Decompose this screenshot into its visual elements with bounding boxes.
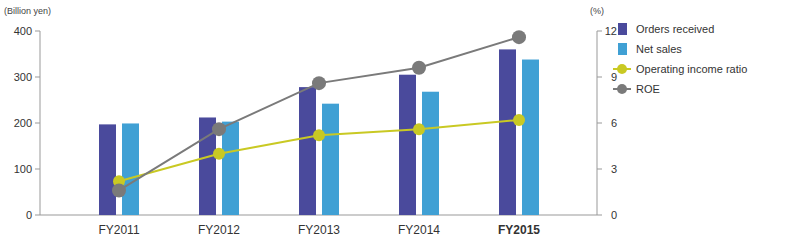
y-tick-label: 0: [26, 209, 32, 221]
y2-tick-label: 6: [611, 117, 617, 129]
y2-tick: [597, 77, 602, 78]
line-marker: [313, 129, 325, 141]
line-marker: [413, 123, 425, 135]
bar: [99, 124, 116, 215]
chart-container: (Billion yen) (%) 0 100 200 300 400 0 3 6 9 12 FY201…: [0, 0, 798, 240]
legend-swatch: [617, 84, 627, 94]
y2-tick: [597, 215, 602, 216]
line-marker: [513, 114, 525, 126]
line-marker: [212, 122, 226, 136]
legend-swatch: [618, 23, 627, 35]
y-tick: [35, 169, 40, 170]
bar: [122, 123, 139, 215]
y-tick-label: 400: [14, 25, 32, 37]
line-marker: [512, 30, 526, 44]
plot-area: [99, 37, 539, 215]
y-tick: [35, 31, 40, 32]
bar: [522, 60, 539, 215]
legend-label: Operating income ratio: [636, 63, 747, 75]
y2-tick-label: 12: [605, 25, 617, 37]
legend: Orders received Net sales Operating income…: [613, 23, 747, 95]
y2-tick: [597, 123, 602, 124]
line-marker: [412, 61, 426, 75]
bar: [499, 49, 516, 215]
chart-svg: (Billion yen) (%) 0 100 200 300 400 0 3 6 9 12 FY201…: [0, 0, 798, 240]
bar: [422, 92, 439, 215]
legend-label: Net sales: [636, 43, 682, 55]
y-tick-label: 200: [14, 117, 32, 129]
line-marker: [112, 183, 126, 197]
y-tick: [35, 123, 40, 124]
y-axis-label: (Billion yen): [4, 6, 51, 16]
y2-tick: [597, 169, 602, 170]
y2-tick: [597, 31, 602, 32]
bar: [299, 87, 316, 215]
x-tick-label: FY2012: [198, 223, 240, 237]
bar: [322, 104, 339, 215]
y2-axis-label: (%): [590, 6, 604, 16]
legend-label: Orders received: [636, 23, 714, 35]
y2-tick-label: 9: [611, 71, 617, 83]
y2-tick-label: 3: [611, 163, 617, 175]
legend-swatch: [618, 43, 627, 55]
bar: [399, 75, 416, 215]
x-tick-label: FY2011: [98, 223, 139, 237]
x-tick-label: FY2014: [398, 223, 440, 237]
y-tick-label: 300: [14, 71, 32, 83]
y-tick: [35, 215, 40, 216]
line: [119, 37, 519, 190]
y2-tick-label: 0: [611, 209, 617, 221]
line-marker: [312, 76, 326, 90]
x-tick-label: FY2015: [498, 223, 540, 237]
line-marker: [213, 148, 225, 160]
markers: [112, 30, 526, 197]
bar: [222, 122, 239, 215]
y-tick-label: 100: [14, 163, 32, 175]
y-tick: [35, 77, 40, 78]
legend-label: ROE: [636, 83, 660, 95]
legend-swatch: [617, 64, 627, 74]
x-tick-label: FY2013: [298, 223, 340, 237]
line: [119, 120, 519, 181]
